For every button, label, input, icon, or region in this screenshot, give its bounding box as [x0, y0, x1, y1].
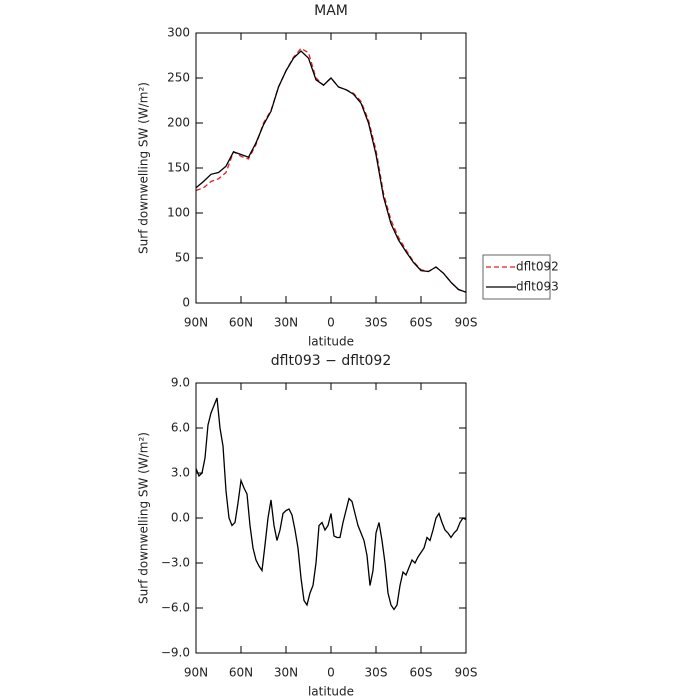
x-axis-label: latitude — [308, 335, 354, 349]
y-tick-label: 100 — [167, 206, 190, 220]
legend-box — [482, 254, 551, 300]
y-axis-label: Surf downwelling SW (W/m²) — [137, 432, 151, 604]
x-tick-label: 30N — [274, 666, 298, 680]
x-tick-label: 60S — [410, 666, 433, 680]
x-tick-label: 0 — [327, 666, 335, 680]
x-tick-label: 60S — [410, 316, 433, 330]
x-tick-label: 90N — [184, 666, 208, 680]
legend-label: dflt092 — [516, 260, 559, 274]
y-tick-label: 200 — [167, 116, 190, 130]
x-tick-label: 90S — [455, 316, 478, 330]
y-tick-label: 0 — [182, 296, 190, 310]
y-tick-label: 0.0 — [171, 511, 190, 525]
data-line — [195, 397, 467, 611]
x-tick-label: 90N — [184, 316, 208, 330]
x-tick-label: 30N — [274, 316, 298, 330]
x-tick-label: 60N — [229, 666, 253, 680]
y-tick-label: 6.0 — [171, 421, 190, 435]
chart-title: dflt093 − dflt092 — [271, 353, 391, 369]
chart-title: MAM — [314, 3, 348, 19]
data-line — [195, 47, 467, 293]
y-tick-label: 150 — [167, 161, 190, 175]
y-tick-label: −3.0 — [161, 556, 190, 570]
y-tick-label: 300 — [167, 26, 190, 40]
legend-label: dflt093 — [516, 280, 559, 294]
plot-frame — [195, 32, 467, 304]
x-axis-label: latitude — [308, 685, 354, 699]
y-tick-label: −6.0 — [161, 601, 190, 615]
y-tick-label: 50 — [175, 251, 190, 265]
y-axis-label: Surf downwelling SW (W/m²) — [137, 82, 151, 254]
y-tick-label: 250 — [167, 71, 190, 85]
x-tick-label: 0 — [327, 316, 335, 330]
y-tick-label: 3.0 — [171, 466, 190, 480]
y-tick-label: 9.0 — [171, 376, 190, 390]
plot-frame — [195, 382, 467, 654]
x-tick-label: 30S — [365, 316, 388, 330]
x-tick-label: 60N — [229, 316, 253, 330]
y-tick-label: −9.0 — [161, 646, 190, 660]
x-tick-label: 30S — [365, 666, 388, 680]
data-line — [195, 50, 467, 293]
x-tick-label: 90S — [455, 666, 478, 680]
